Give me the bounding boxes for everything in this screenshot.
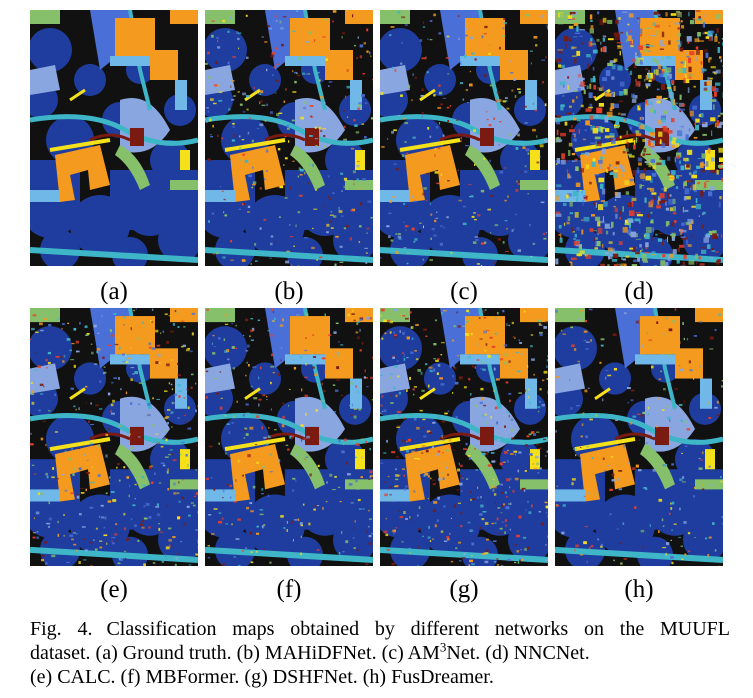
classification-map-f: [205, 308, 373, 566]
caption-line-3: (e) CALC. (f) MBFormer. (g) DSHFNet. (h)…: [30, 666, 494, 688]
classification-map-d: [555, 10, 723, 266]
panel-label-g: (g): [449, 576, 479, 603]
panel-label-h: (h): [624, 576, 654, 603]
classification-map-g: [380, 308, 548, 566]
map-panel-d: [555, 10, 723, 266]
caption-superscript: 3: [439, 639, 447, 655]
caption-line-2a: dataset. (a) Ground truth. (b) MAHiDFNet…: [30, 642, 440, 664]
map-panel-f: [205, 308, 373, 566]
classification-map-c: [380, 10, 548, 266]
caption-line-2b: Net. (d) NNCNet.: [446, 642, 590, 664]
panel-label-f: (f): [276, 576, 302, 603]
classification-map-a: [30, 10, 198, 266]
map-panel-b: [205, 10, 373, 266]
panel-label-c: (c): [450, 278, 478, 305]
panel-label-b: (b): [274, 278, 304, 305]
classification-map-h: [555, 308, 723, 566]
panel-label-d: (d): [624, 278, 654, 305]
map-panel-e: [30, 308, 198, 566]
map-panel-c: [380, 10, 548, 266]
map-panel-g: [380, 308, 548, 566]
classification-map-e: [30, 308, 198, 566]
classification-map-b: [205, 10, 373, 266]
caption-line-1: Classification maps obtained by differen…: [106, 618, 730, 640]
panel-label-a: (a): [100, 278, 128, 305]
figure-number: Fig. 4.: [30, 618, 93, 640]
figure-caption: Fig. 4. Classification maps obtained by d…: [30, 617, 730, 689]
panel-label-e: (e): [100, 576, 128, 603]
map-panel-h: [555, 308, 723, 566]
map-panel-a: [30, 10, 198, 266]
